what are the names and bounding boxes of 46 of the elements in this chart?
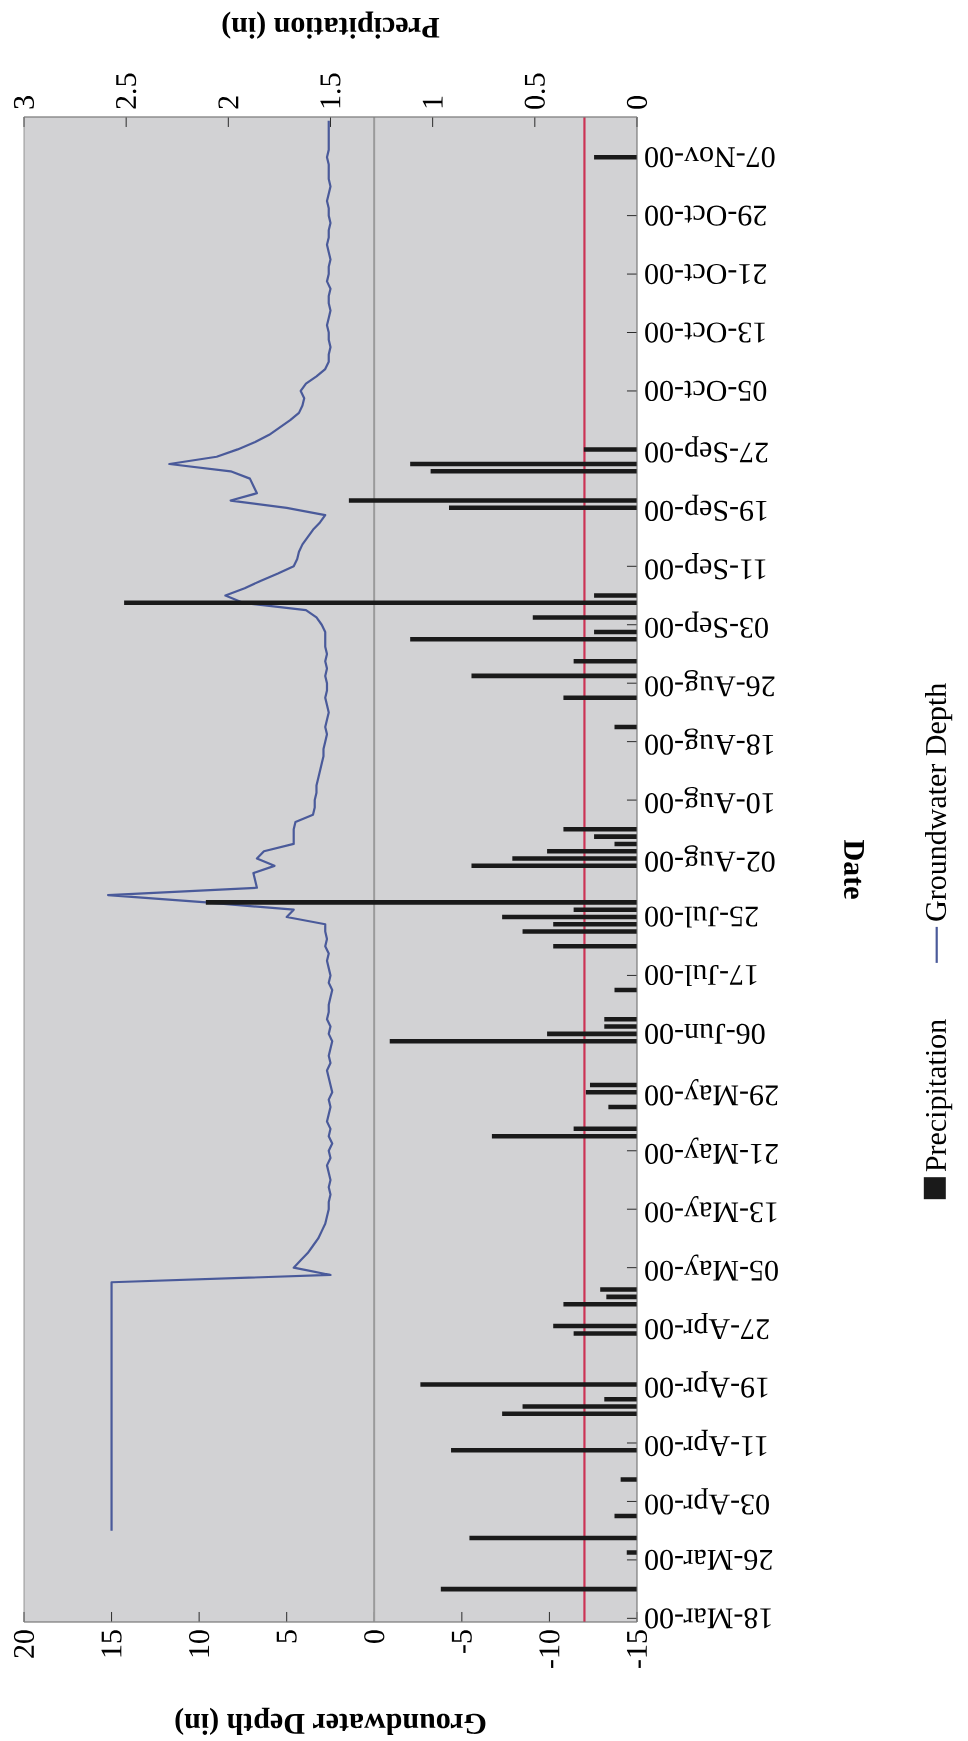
y-tick-label: 17-Jul-00 xyxy=(645,964,757,986)
x-tick-label: -15 xyxy=(626,1630,648,1668)
y-tick-label: 27-Sep-00 xyxy=(645,436,768,463)
x2-tick-label: 3 xyxy=(13,96,35,109)
y-axis-title: Date xyxy=(844,840,864,899)
y-tick-label: 18-Aug-00 xyxy=(645,728,774,755)
x-tick-label: 5 xyxy=(276,1630,297,1643)
y-tick-label: 26-Mar-00 xyxy=(645,1549,773,1571)
x2-axis-title: Precipitation (in) xyxy=(222,11,440,39)
y-tick-label: 06-Jun-00 xyxy=(645,1023,765,1044)
y-tick-label: 19-Sep-00 xyxy=(645,494,767,522)
x2-tick-label: 1 xyxy=(422,96,443,108)
x-tick-label: -10 xyxy=(539,1630,560,1668)
y-tick-label: 29-Oct-00 xyxy=(645,205,767,226)
y-tick-label: 19-Apr-00 xyxy=(645,1371,768,1398)
x2-tick-label: 2.5 xyxy=(116,73,137,109)
y-tick-label: 13-May-00 xyxy=(645,1196,777,1223)
text: Groundwater Depth xyxy=(925,683,953,921)
x-tick-label: -5 xyxy=(451,1630,472,1653)
y-tick-label: 10-Aug-00 xyxy=(645,786,774,814)
y-tick-label: 11-Sep-00 xyxy=(645,553,766,580)
y-tick-label: 27-Apr-00 xyxy=(645,1312,769,1340)
y-tick-label: 18-Mar-00 xyxy=(645,1608,771,1629)
y-tick-label: 21-Oct-00 xyxy=(645,263,767,285)
x-tick-label: 0 xyxy=(364,1630,385,1643)
x-axis-title: Groundwater Depth (in) xyxy=(175,1707,486,1735)
y-tick-label: 29-May-00 xyxy=(645,1079,778,1106)
y-tick-label: 26-Aug-00 xyxy=(645,670,775,697)
y-tick-label: 03-Sep-00 xyxy=(645,611,768,638)
x2-tick-label: 1.5 xyxy=(320,73,341,108)
x-tick-label: 10 xyxy=(189,1630,210,1657)
y-tick-label: 25-Jul-00 xyxy=(645,906,758,928)
y-tick-label: 07-Nov-00 xyxy=(645,147,775,168)
x2-tick-label: 2 xyxy=(218,96,239,109)
y-tick-label: 03-Apr-00 xyxy=(645,1488,769,1515)
x-tick-label: 15 xyxy=(101,1630,122,1657)
y-tick-label: 13-Oct-00 xyxy=(645,322,765,343)
x2-tick-label: 0.5 xyxy=(524,73,546,109)
x2-tick-label: 0 xyxy=(626,96,648,109)
x-tick-label: 20 xyxy=(13,1630,35,1658)
y-tick-label: 02-Aug-00 xyxy=(645,845,775,872)
y-tick-label: 05-May-00 xyxy=(645,1254,778,1281)
text: Precipitation xyxy=(925,1019,953,1172)
y-tick-label: 21-May-00 xyxy=(645,1137,778,1164)
y-tick-label: 05-Oct-00 xyxy=(645,380,767,402)
y-tick-label: 11-Apr-00 xyxy=(645,1429,767,1457)
